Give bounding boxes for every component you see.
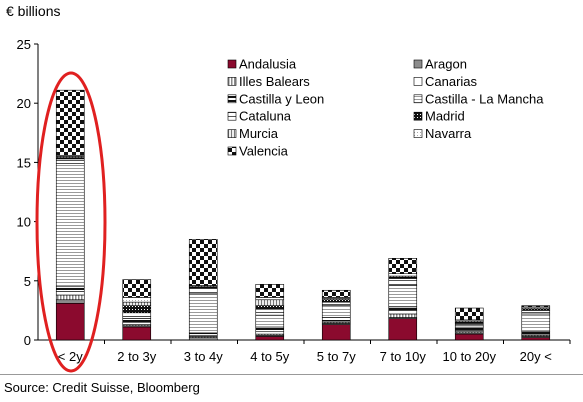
x-tick-label: 5 to 7y [317,349,357,364]
bar-segment [255,308,285,316]
legend-swatch [227,129,237,138]
bar-segment [388,285,418,308]
legend-swatch [413,129,423,138]
bar-segment [521,313,551,333]
legend-label: Madrid [425,109,465,124]
bar-segment [521,305,551,308]
y-tick-label: 25 [17,37,31,52]
bar-segment [255,284,285,298]
highlight-ellipse [35,71,107,373]
bar-segment [55,89,85,156]
bar-segment [321,317,351,322]
bar-segment [55,291,85,296]
bar-segment [55,163,85,288]
bar-segment [122,301,152,306]
bar-segment [454,307,484,321]
bar-segment [55,299,85,304]
stacked-bar-chart: 0 5 10 15 20 25 < 2y 2 to 3y 3 to 4y 4 to 5y 5 to … [17,37,571,373]
legend-label: Castilla - La Mancha [425,91,544,106]
bar-segment [255,326,285,333]
x-tick-label: 7 to 10y [380,349,427,364]
bar-segment [255,305,285,310]
bar-segment [122,316,152,319]
y-tick-label: 15 [17,155,31,170]
bar-segment [255,314,285,328]
bar-segment [454,323,484,327]
bar-segment [188,337,218,341]
legend-swatch [227,146,237,156]
bar-segment [388,310,418,315]
legend-swatch [413,111,423,121]
legend-label: Illes Balears [239,74,310,89]
bar-segment [521,331,551,335]
source-divider [0,374,583,375]
legend-swatch [227,59,237,69]
legend-swatch [227,94,237,104]
bar-segment [321,299,351,303]
bar-segment [188,332,218,336]
bar-segment [255,297,285,301]
bar-segment [55,286,85,292]
bar-segment [255,336,285,341]
bar-segment [521,337,551,341]
bar-segment [321,324,351,341]
bar-segment [388,318,418,341]
bar-segment [122,297,152,303]
legend-swatch [227,111,237,121]
bar-segment [388,273,418,277]
bar-segment [122,321,152,325]
bar-segment [388,306,418,311]
bar-segment [122,326,152,341]
bar-segment [122,279,152,298]
x-tick-label: 10 to 20y [443,349,497,364]
legend-label: Cataluna [239,109,292,124]
x-tick-label: 3 to 4y [184,349,224,364]
y-axis-label: € billions [6,3,61,19]
y-tick-label: 0 [24,333,31,348]
bar-segment [255,331,285,335]
legend-swatch [413,59,423,69]
legend-swatch [413,77,423,86]
bar-segment [321,301,351,306]
legend-swatch [413,94,423,104]
source-note: Source: Credit Suisse, Bloomberg [4,380,200,395]
bar-segment [321,305,351,318]
legend-label: Murcia [239,126,279,141]
x-tick-label: 4 to 5y [250,349,290,364]
legend-label: Navarra [425,126,472,141]
y-tick-label: 5 [24,274,31,289]
x-tick-label: 2 to 3y [117,349,157,364]
bar-segment [55,302,85,341]
bar-segment [122,305,152,314]
bar-segment [188,287,218,295]
legend-label: Canarias [425,74,478,89]
bar-segment [55,158,85,164]
legend-label: Aragon [425,57,467,72]
bar-segment [255,299,285,306]
bar-segment [122,312,152,317]
bar-segment [321,289,351,298]
legend-label: Valencia [239,144,289,159]
bar-segment [454,327,484,331]
bar-segment [388,258,418,274]
x-tick-label: 20y < [520,349,552,364]
bar-segment [188,239,218,286]
bar-segment [521,310,551,315]
bar-segment [454,325,484,329]
bar-segment [122,318,152,323]
bar-segment [388,278,418,286]
y-tick-label: 20 [17,96,31,111]
legend-swatch [227,77,237,86]
bar-segment [388,313,418,318]
bar-segment [454,333,484,341]
bar-segment [55,294,85,301]
y-tick-label: 10 [17,215,31,230]
legend-label: Castilla y Leon [239,91,324,106]
legend-label: Andalusia [239,57,297,72]
bar-segment [188,293,218,334]
x-tick-label: < 2y [58,349,83,364]
